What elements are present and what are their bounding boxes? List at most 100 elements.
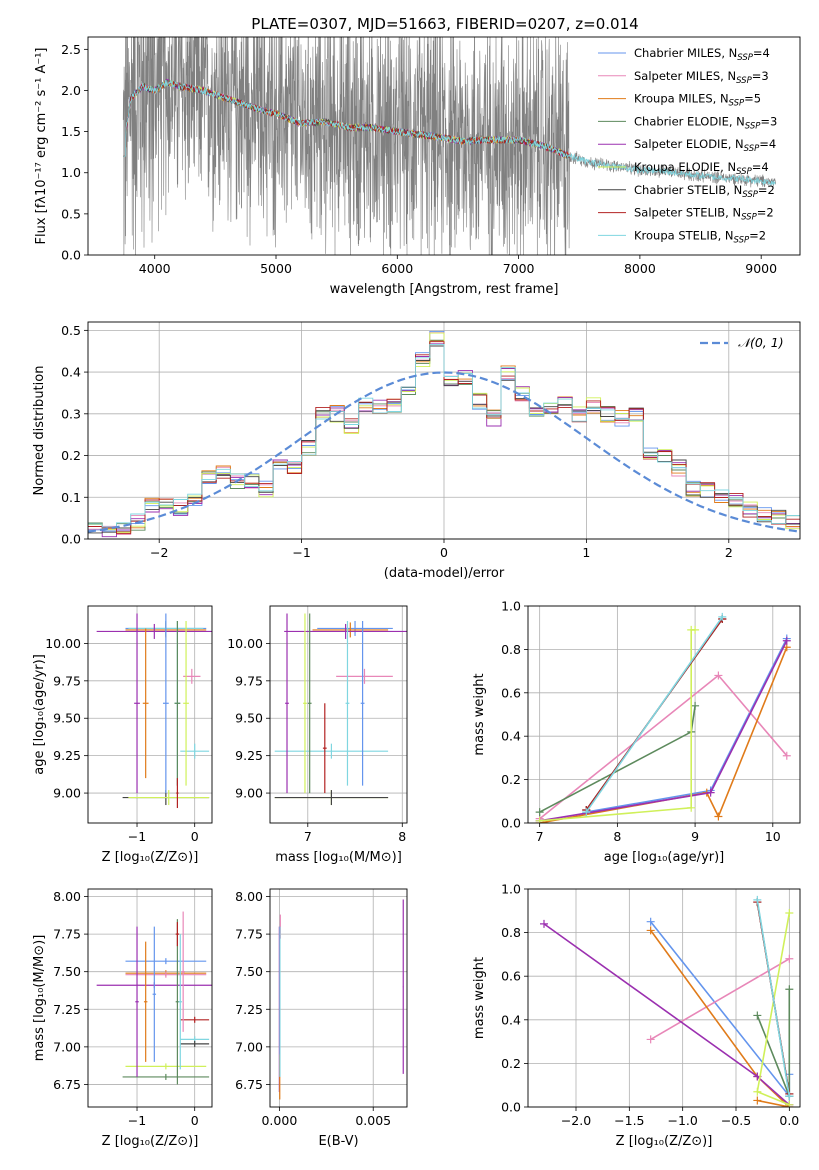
x-axis-label: Z [log₁₀(Z/Z⊙)]: [616, 1134, 713, 1149]
y-tick-label: 8.00: [53, 889, 81, 904]
axes-frame: [269, 888, 408, 1108]
weight-marker-chabrier_elodie: [753, 1011, 762, 1020]
x-axis-label: Z [log₁₀(Z/Z⊙)]: [102, 1134, 199, 1149]
weight-marker-kroupa_stelib: [582, 808, 591, 817]
y-tick-label: 1.0: [501, 882, 521, 897]
y-tick-label: 1.5: [61, 124, 81, 139]
y-tick-label: 2.0: [61, 83, 81, 98]
legend-label-salpeter_miles: Salpeter MILES, NSSP=3: [634, 69, 769, 86]
figure-title: PLATE=0307, MJD=51663, FIBERID=0207, z=0…: [251, 15, 638, 33]
y-tick-label: 7.75: [235, 927, 263, 942]
panel-spectrum: 4000 5000 6000 7000 8000 9000 0.0 0.5 1.0 1.5 2.0 2…: [34, 36, 801, 297]
legend-label-salpeter_stelib: Salpeter STELIB, NSSP=2: [634, 206, 774, 223]
x-tick-label: 1: [582, 545, 590, 560]
axes-frame: [87, 36, 801, 256]
axes-frame: [527, 888, 801, 1108]
weight-line-chabrier_miles: [586, 638, 788, 813]
y-tick-label: 0.1: [61, 490, 81, 505]
y-tick-label: 0.0: [501, 1100, 521, 1115]
y-tick-label: 6.75: [235, 1077, 263, 1092]
x-tick-label: −1.5: [614, 1113, 644, 1128]
x-axis-label: age [log₁₀(age/yr)]: [604, 850, 725, 865]
y-tick-label: 9.25: [53, 748, 81, 763]
axes-frame: [87, 888, 213, 1108]
y-tick-label: 9.50: [235, 711, 263, 726]
y-tick-label: 6.75: [53, 1077, 81, 1092]
legend-label-salpeter_elodie: Salpeter ELODIE, NSSP=4: [634, 137, 776, 154]
x-tick-label: −1: [128, 829, 146, 844]
x-tick-label: 4000: [139, 261, 171, 276]
x-tick-label: −1: [292, 545, 310, 560]
x-tick-label: 0: [191, 1113, 199, 1128]
y-tick-label: 10.00: [227, 636, 263, 651]
legend-label-chabrier_stelib: Chabrier STELIB, NSSP=2: [634, 183, 775, 200]
x-tick-label: 0: [191, 829, 199, 844]
x-tick-label: 6000: [381, 261, 413, 276]
x-tick-label: 0.000: [261, 1113, 297, 1128]
weight-marker-salpeter_miles: [782, 751, 791, 760]
legend-label-kroupa_stelib: Kroupa STELIB, NSSP=2: [634, 228, 766, 245]
x-axis-label: (data-model)/error: [384, 566, 505, 581]
y-tick-label: 7.75: [53, 927, 81, 942]
x-tick-label: 7: [304, 829, 312, 844]
legend-label-chabrier_elodie: Chabrier ELODIE, NSSP=3: [634, 114, 777, 131]
weight-marker-salpeter_miles: [714, 671, 723, 680]
weight-marker-kroupa_elodie: [753, 1087, 762, 1096]
y-axis-label: mass weight: [472, 957, 487, 1039]
y-tick-label: 0.2: [61, 448, 81, 463]
y-tick-label: 1.0: [61, 165, 81, 180]
weight-line-kroupa_miles: [650, 929, 791, 1107]
weight-marker-kroupa_elodie: [785, 908, 794, 917]
weight-marker-salpeter_elodie: [540, 919, 548, 928]
axes-frame: [87, 605, 213, 824]
grid: [270, 889, 407, 1107]
weight-marker-kroupa_stelib: [753, 895, 762, 904]
model-spectrum-kroupa_stelib: [123, 79, 776, 187]
x-axis-label: E(B-V): [318, 1134, 358, 1149]
legend-label-kroupa_miles: Kroupa MILES, NSSP=5: [634, 92, 761, 109]
plot-area: [278, 899, 404, 1100]
x-tick-label: 9000: [745, 261, 777, 276]
weight-marker-kroupa_elodie: [785, 1100, 794, 1107]
y-tick-label: 0.6: [501, 969, 521, 984]
axes-frame: [527, 605, 801, 824]
weight-marker-kroupa_miles: [753, 1096, 762, 1105]
x-tick-label: 2: [725, 545, 733, 560]
legend-label-kroupa_elodie: Kroupa ELODIE, NSSP=4: [634, 160, 769, 177]
x-tick-label: 8: [613, 829, 621, 844]
x-tick-label: 0.0: [779, 1113, 799, 1128]
y-tick-label: 0.3: [61, 406, 81, 421]
grid: [88, 606, 212, 823]
y-tick-label: 0.5: [61, 206, 81, 221]
plot-area: [535, 612, 791, 823]
histogram-kroupa_stelib: [88, 343, 800, 528]
weight-line-kroupa_stelib: [585, 616, 723, 813]
y-tick-label: 0.4: [501, 729, 521, 744]
y-tick-label: 0.8: [501, 642, 521, 657]
x-tick-label: 0.005: [355, 1113, 391, 1128]
x-tick-label: 7000: [503, 261, 535, 276]
x-tick-label: −2: [150, 545, 168, 560]
x-axis-label: mass [log₁₀(M/M⊙)]: [275, 850, 402, 865]
plot-area: [96, 911, 212, 1085]
y-tick-label: 0.0: [61, 248, 81, 263]
x-tick-label: −1: [128, 1113, 146, 1128]
y-tick-label: 0.8: [501, 925, 521, 940]
y-tick-label: 1.0: [501, 599, 521, 614]
panel-age_vs_mass: 7 8 9.00 9.25 9.50 9.75 10.00 mass [log₁₀(M/M⊙)…: [227, 605, 408, 865]
x-tick-label: 7: [536, 829, 544, 844]
panels: 4000 5000 6000 7000 8000 90000.00.51.01.52.02…: [32, 36, 801, 1149]
x-axis-label: Z [log₁₀(Z/Z⊙)]: [102, 850, 199, 865]
grid: [270, 606, 407, 823]
weight-marker-salpeter_miles: [646, 1035, 655, 1044]
y-tick-label: 0.6: [501, 685, 521, 700]
weight-marker-kroupa_stelib: [785, 1092, 794, 1101]
weight-line-kroupa_stelib: [756, 899, 791, 1097]
y-tick-label: 9.00: [53, 786, 81, 801]
panel-weight_vs_Z: −2.0 −1.5 −1.0 −0.5 0.0 0.0 0.2 0.4 0.6 0.8 1.0 Z […: [472, 882, 801, 1149]
x-tick-label: −1.0: [667, 1113, 697, 1128]
y-tick-label: 9.25: [235, 748, 263, 763]
weight-marker-salpeter_elodie: [706, 788, 715, 797]
legend-label-gaussian: 𝒩(0, 1): [738, 335, 784, 350]
x-tick-label: 5000: [260, 261, 292, 276]
